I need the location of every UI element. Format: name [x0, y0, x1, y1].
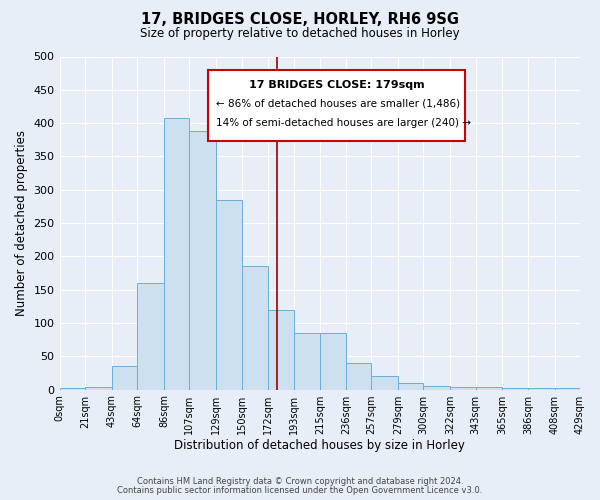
Bar: [190, 131, 216, 390]
Bar: [450, 387, 476, 390]
Bar: [85, 387, 112, 390]
Bar: [502, 388, 528, 390]
Bar: [320, 333, 346, 390]
Bar: [164, 118, 190, 390]
Bar: [59, 388, 85, 390]
Bar: [346, 363, 371, 390]
Y-axis label: Number of detached properties: Number of detached properties: [15, 130, 28, 316]
Text: ← 86% of detached houses are smaller (1,486): ← 86% of detached houses are smaller (1,…: [215, 98, 460, 108]
Bar: [242, 266, 268, 390]
X-axis label: Distribution of detached houses by size in Horley: Distribution of detached houses by size …: [175, 440, 465, 452]
Bar: [554, 388, 580, 390]
Bar: [371, 376, 398, 390]
Bar: [293, 333, 320, 390]
Text: Size of property relative to detached houses in Horley: Size of property relative to detached ho…: [140, 28, 460, 40]
Text: 14% of semi-detached houses are larger (240) →: 14% of semi-detached houses are larger (…: [215, 118, 470, 128]
Bar: [528, 388, 554, 390]
Text: Contains public sector information licensed under the Open Government Licence v3: Contains public sector information licen…: [118, 486, 482, 495]
FancyBboxPatch shape: [208, 70, 466, 142]
Bar: [424, 386, 450, 390]
Bar: [137, 283, 164, 390]
Text: Contains HM Land Registry data © Crown copyright and database right 2024.: Contains HM Land Registry data © Crown c…: [137, 478, 463, 486]
Bar: [268, 310, 293, 390]
Text: 17, BRIDGES CLOSE, HORLEY, RH6 9SG: 17, BRIDGES CLOSE, HORLEY, RH6 9SG: [141, 12, 459, 28]
Bar: [476, 387, 502, 390]
Text: 17 BRIDGES CLOSE: 179sqm: 17 BRIDGES CLOSE: 179sqm: [249, 80, 424, 90]
Bar: [112, 366, 137, 390]
Bar: [216, 200, 242, 390]
Bar: [398, 383, 424, 390]
